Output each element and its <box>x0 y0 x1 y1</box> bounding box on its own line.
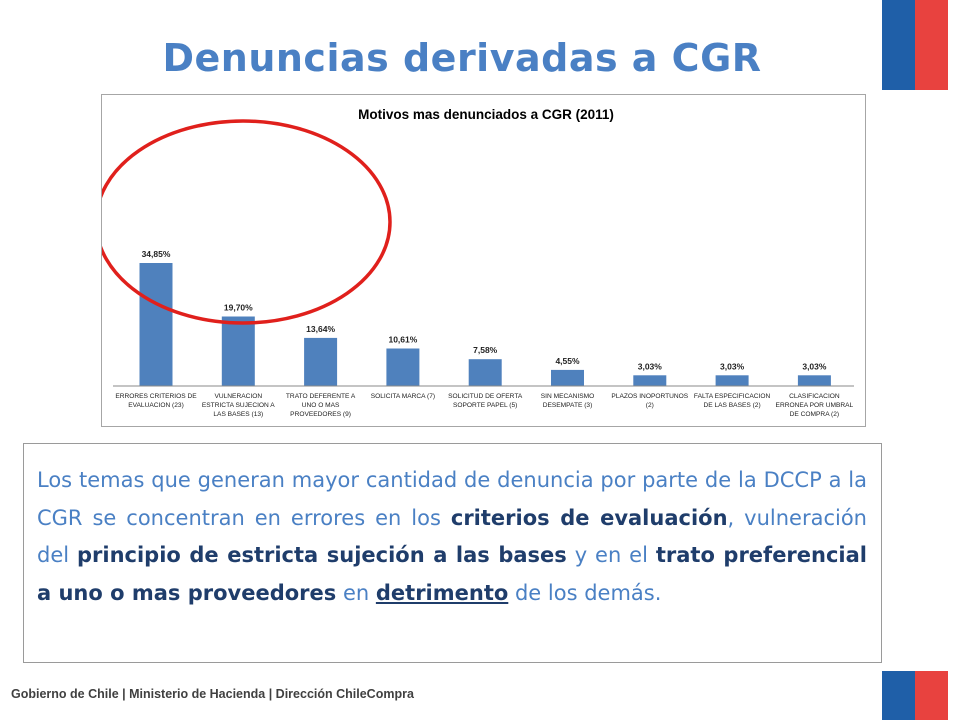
category-label: ERRORES CRITERIOS DE EVALUACION (23) <box>115 393 197 409</box>
emphasis-detrimento: detrimento <box>375 580 509 605</box>
bar-value-label: 13,64% <box>306 324 335 334</box>
emphasis-criterios: criterios de evaluación <box>450 505 728 530</box>
summary-text: Los temas que generan mayor cantidad de … <box>37 462 867 612</box>
bar <box>386 348 420 386</box>
bar <box>221 316 255 386</box>
category-label: TRATO DEFERENTE A UNO O MAS PROVEEDORES (9… <box>286 393 356 418</box>
bar-chart: Motivos mas denunciados a CGR (2011) 34,… <box>102 107 854 418</box>
flag-blue-stripe <box>882 0 915 90</box>
flag-blue-stripe <box>882 671 915 720</box>
summary-text-part: Los temas que generan mayor cantidad de … <box>37 468 867 530</box>
summary-text-part: en <box>336 580 376 605</box>
bar <box>797 375 831 386</box>
category-label: CLASIFICACION ERRONEA POR UMBRAL DE COMPRA… <box>776 393 854 418</box>
bar-value-label: 7,58% <box>473 345 498 355</box>
category-label: SOLICITUD DE OFERTA SOPORTE PAPEL (5) <box>448 393 523 409</box>
flag-stripes-bottom <box>882 671 948 720</box>
category-label: SOLICITA MARCA (7) <box>371 393 435 400</box>
footer-text: Gobierno de Chile | Ministerio de Hacien… <box>11 687 414 701</box>
chart-title: Motivos mas denunciados a CGR (2011) <box>358 107 614 122</box>
bars-group <box>139 263 831 386</box>
emphasis-sujecion: principio de estricta sujeción a las bas… <box>77 543 567 567</box>
bar-value-label: 3,03% <box>720 361 745 371</box>
summary-text-part: de los demás. <box>508 580 662 605</box>
slide-title: Denuncias derivadas a CGR <box>162 36 762 80</box>
bar-value-label: 34,85% <box>142 249 171 259</box>
category-label: FALTA ESPECIFICACION DE LAS BASES (2) <box>694 393 771 409</box>
bar <box>633 375 667 386</box>
category-label: VULNERACION ESTRICTA SUJECION A LAS BASES … <box>202 393 275 418</box>
bar <box>468 359 502 386</box>
flag-stripes-top <box>882 0 948 90</box>
bar-value-label: 3,03% <box>802 361 827 371</box>
chart-frame: Motivos mas denunciados a CGR (2011) 34,… <box>101 94 866 427</box>
flag-red-stripe <box>915 0 948 90</box>
category-label: PLAZOS INOPORTUNOS (2) <box>611 393 688 409</box>
bar <box>139 263 173 386</box>
category-labels-group: ERRORES CRITERIOS DE EVALUACION (23) VULNE… <box>115 393 853 418</box>
summary-textbox: Los temas que generan mayor cantidad de … <box>23 443 882 663</box>
bar-value-label: 3,03% <box>638 361 663 371</box>
bar <box>304 337 338 386</box>
highlight-circle <box>102 119 392 325</box>
emphasis-trato: trato preferencial a uno o mas proveedor… <box>37 543 867 605</box>
bar <box>551 369 584 386</box>
bar-value-label: 4,55% <box>555 356 580 366</box>
category-label: SIN MECANISMO DESEMPATE (3) <box>541 393 595 409</box>
flag-red-stripe <box>915 671 948 720</box>
bar-value-label: 10,61% <box>388 335 417 345</box>
bar <box>715 375 749 386</box>
bar-value-label: 19,70% <box>224 303 253 313</box>
summary-text-part: y en el <box>566 543 656 567</box>
value-labels-group: 34,85% 19,70% 13,64% 10,61% 7,58% 4,55% 3,03% 3… <box>142 249 827 371</box>
summary-text-part: , vulneración del <box>37 505 867 568</box>
